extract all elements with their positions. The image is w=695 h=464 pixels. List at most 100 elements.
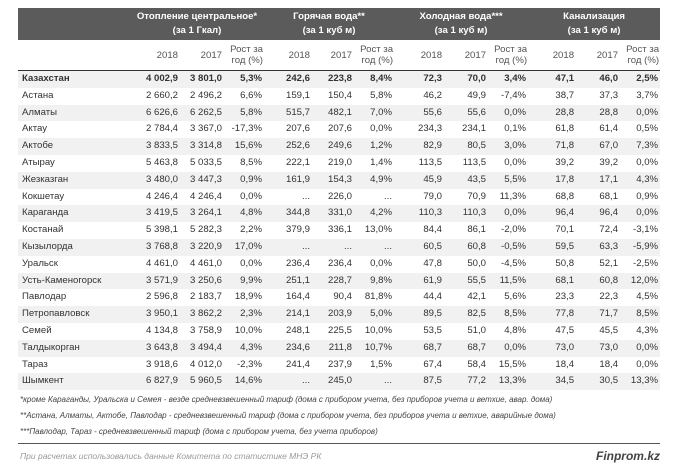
cell: 5 282,3 (189, 224, 222, 236)
cell: 234,1 (462, 123, 487, 135)
cell: 43,5 (444, 171, 489, 189)
cell: 63,3 (576, 238, 621, 256)
cell: 336,1 (328, 224, 353, 236)
cell: 113,5 (418, 156, 443, 168)
cell: 0,5% (636, 123, 659, 135)
group-unit: (за 1 куб м) (567, 25, 621, 36)
col-growth: Рост за год (%) (354, 40, 395, 71)
cell: -17,3% (231, 123, 263, 135)
cell: 60,8 (444, 238, 489, 256)
cell: 6 626,6 (130, 104, 180, 122)
cell: 0,0% (488, 104, 529, 122)
cell: 4,3% (620, 171, 661, 189)
cell: 8,5% (488, 306, 529, 323)
cell: 28,8 (576, 104, 621, 122)
city-name: Актау (22, 123, 48, 135)
footnote: **Астана, Алматы, Актобе, Павлодар - сре… (20, 411, 556, 420)
group-name: Холодная вода*** (419, 11, 503, 22)
group-header: Отопление центральное* (за 1 Гкал) (130, 8, 264, 40)
cell: 5,3% (224, 70, 265, 88)
cell: 61,4 (599, 123, 619, 135)
cell: 10,0% (234, 324, 263, 336)
cell: 3 571,9 (130, 272, 180, 290)
cell: 68,7 (444, 339, 489, 357)
group-header: Канализация (за 1 куб м) (528, 8, 660, 40)
cell: 68,7 (394, 339, 445, 357)
cell: -7,4% (501, 89, 527, 101)
cell: 10,7% (354, 339, 395, 357)
cell: ... (264, 238, 313, 256)
footnote: *кроме Караганды, Уральска и Семея - вез… (20, 395, 553, 404)
cell: 5,6% (504, 291, 527, 303)
cell: 96,4 (576, 205, 621, 223)
col-2017: 2017 (444, 40, 489, 71)
cell: 219,0 (328, 156, 353, 168)
cell: 3 833,5 (130, 138, 180, 155)
city-name: Астана (22, 89, 54, 101)
cell: 79,0 (423, 190, 443, 202)
col-growth: Рост за год (%) (620, 40, 661, 71)
cell: 3 643,8 (130, 339, 180, 357)
city-name: Алматы (18, 104, 130, 122)
cell: 2,2% (240, 224, 263, 236)
cell: 70,0 (444, 70, 489, 88)
cell: 0,0% (620, 339, 661, 357)
cell: 30,5 (576, 373, 621, 391)
source-note: При расчетах использовались данные Комит… (20, 451, 322, 461)
city-name: Казахстан (18, 70, 130, 88)
cell: ... (302, 190, 311, 202)
header-band (18, 8, 660, 40)
table-row: Караганда 3 419,5 3 264,1 4,8% 344,8 331,0 4,2… (18, 205, 661, 223)
city-name: Атырау (22, 156, 55, 168)
cell: 37,3 (599, 89, 619, 101)
cell: 81,8% (364, 291, 393, 303)
cell: 6 262,5 (180, 104, 224, 122)
table-row: Семей 4 134,8 3 758,9 10,0% 248,1 225,5 10,0% 5… (18, 323, 660, 340)
cell: 0,0% (370, 257, 393, 269)
cell: 68,1 (528, 272, 577, 290)
cell: 3 768,8 (130, 238, 180, 256)
cell: 72,3 (394, 70, 445, 88)
cell: 4,8% (224, 205, 265, 223)
cell: 110,3 (394, 205, 445, 223)
cell: 0,0% (620, 104, 661, 122)
col-2017: 2017 (312, 40, 355, 71)
cell: 4,3% (224, 339, 265, 357)
cell: 4 246,4 (145, 190, 178, 202)
table-row: Усть-Каменогорск 3 571,9 3 250,6 9,9% 251,1 2… (18, 272, 661, 290)
table-row: Павлодар 2 596,8 2 183,7 18,9% 164,4 90,4 81,8… (18, 289, 660, 306)
cell: 3,0% (488, 138, 529, 155)
cell: 77,2 (444, 373, 489, 391)
table-row: Кокшетау 4 246,4 4 246,4 0,0%... 226,0... 79,… (18, 189, 660, 206)
cell: 61,9 (394, 272, 445, 290)
cell: 5 033,5 (189, 156, 222, 168)
cell: 234,6 (264, 339, 313, 357)
cell: 2 784,4 (145, 123, 178, 135)
cell: 14,6% (224, 373, 265, 391)
cell: 11,5% (488, 272, 529, 290)
city-name: Актобе (18, 138, 130, 155)
cell: 68,1 (599, 190, 619, 202)
cell: 10,0% (364, 324, 393, 336)
cell: 18,4 (599, 358, 619, 370)
city-name: Кызылорда (18, 238, 130, 256)
cell: 58,4 (467, 358, 487, 370)
cell: 3 862,2 (180, 306, 224, 323)
cell: 2,5% (620, 70, 661, 88)
cell: ... (354, 373, 395, 391)
cell: 0,0% (240, 190, 263, 202)
city-name: Тараз (22, 358, 48, 370)
cell: 4,8% (504, 324, 527, 336)
cell: -3,1% (633, 224, 659, 236)
cell: 82,9 (394, 138, 445, 155)
city-name: Жезказган (18, 171, 130, 189)
table-row: Актау 2 784,4 3 367,0 -17,3% 207,6 207,6 0,0% 2… (18, 121, 660, 138)
cell: 15,6% (224, 138, 265, 155)
group-header: Холодная вода*** (за 1 куб м) (394, 8, 528, 40)
cell: 228,7 (312, 272, 355, 290)
cell: 2 183,7 (189, 291, 222, 303)
cell: 71,8 (528, 138, 577, 155)
city-name: Петропавловск (18, 306, 130, 323)
cell: 0,0% (636, 156, 659, 168)
group-unit: (за 1 Гкал) (172, 25, 222, 36)
